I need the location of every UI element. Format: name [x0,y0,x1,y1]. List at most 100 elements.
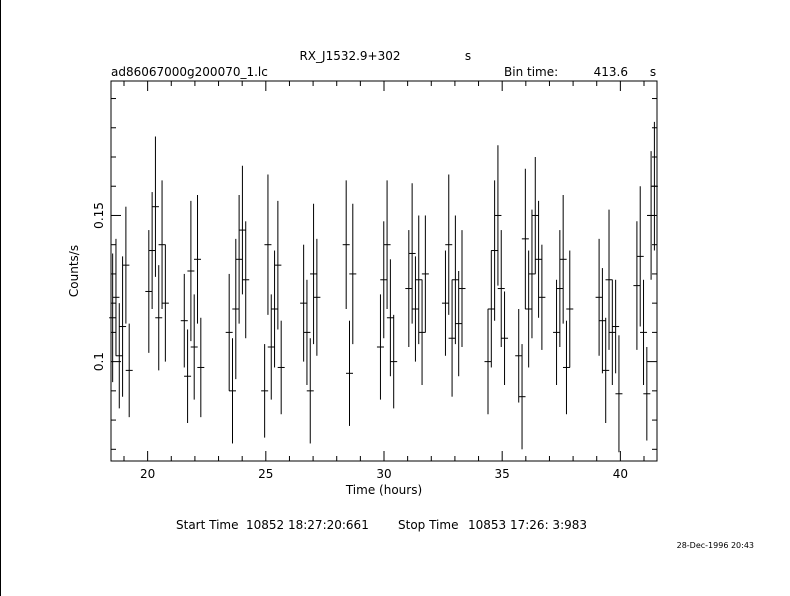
filename-label: ad86067000g200070_1.lc [111,65,268,79]
y-tick-labels: 0.1 0.15 [92,202,106,371]
data-point [602,317,610,423]
data-point [197,317,205,418]
data-point [180,273,188,368]
axis-ticks [111,81,657,461]
data-point [501,291,509,385]
data-point [538,244,546,350]
data-point [448,279,456,397]
bin-time-unit: s [650,65,656,79]
data-point [595,238,603,356]
data-point [445,174,453,315]
data-point [235,195,243,324]
data-point [636,186,644,327]
data-point [494,145,502,286]
data-point [633,221,641,350]
start-time-label: Start Time [176,518,239,532]
data-point [418,279,426,385]
data-point [310,203,318,345]
bin-time-value: 413.6 [594,65,628,79]
data-point [342,180,350,309]
timestamp: 28-Dec-1996 20:43 [677,541,754,550]
data-point [421,215,429,333]
data-point [349,203,357,345]
data-point [376,294,384,400]
data-point [148,192,156,309]
data-point [458,230,466,347]
data-point [647,151,655,280]
data-point [161,244,169,362]
data-point [303,279,311,385]
data-point [553,279,561,385]
data-point [515,309,523,403]
data-point [525,250,533,368]
x-tick-label: 35 [495,467,510,481]
x-tick-labels: 20 25 30 35 40 [140,467,628,481]
y-axis-label: Counts/s [67,245,81,297]
x-tick-label: 40 [613,467,628,481]
data-point [487,250,495,368]
start-time-value: 10852 18:27:20:661 [246,518,369,532]
data-point [158,180,166,309]
data-point [383,180,391,309]
data-point [242,221,250,339]
data-point [228,338,236,444]
x-tick-label: 30 [376,467,391,481]
y-tick-label: 0.1 [92,352,106,371]
data-point [386,259,394,377]
data-point [115,303,123,409]
object-unit: s [465,49,471,63]
data-point [271,250,279,368]
data-point [491,180,499,321]
data-point [643,347,651,441]
data-point [390,314,398,409]
data-point [380,221,388,339]
data-point [615,335,623,453]
data-point [455,271,463,377]
data-point [151,136,159,277]
data-point [531,157,539,274]
data-point [605,209,613,350]
data-point [122,206,130,324]
data-point [518,344,526,450]
data-point [556,230,564,347]
data-point [264,174,272,315]
data-point [125,323,133,418]
data-point [559,195,567,324]
data-point [521,168,529,309]
x-axis-label: Time (hours) [345,483,422,497]
data-point [497,230,505,347]
data-point [277,320,285,415]
data-point [608,279,616,385]
data-point [451,215,459,345]
data-point [650,121,658,251]
data-point [612,279,620,374]
object-name: RX_J1532.9+302 [299,49,400,63]
data-point [313,238,321,356]
data-point [640,279,648,385]
data-point [345,320,353,426]
data-point [194,195,202,324]
data-point [145,230,153,353]
data-point [274,200,282,330]
data-point [411,256,419,362]
data-point [261,344,269,438]
stop-time-value: 10853 17:26: 3:983 [468,518,587,532]
data-point [441,250,449,356]
x-tick-label: 25 [258,467,273,481]
left-border [0,0,1,596]
data-point [184,329,192,423]
data-point [109,253,117,383]
stop-time-label: Stop Time [398,518,458,532]
data-point [484,309,492,415]
y-tick-label: 0.15 [92,202,106,229]
data-point [535,200,543,318]
bin-time-label: Bin time: [504,65,558,79]
data-point [405,230,413,347]
data-point [187,200,195,342]
data-point [155,265,163,371]
data-point [562,320,570,415]
data-point [232,238,240,380]
data-point [300,244,308,362]
data-points [109,121,658,453]
